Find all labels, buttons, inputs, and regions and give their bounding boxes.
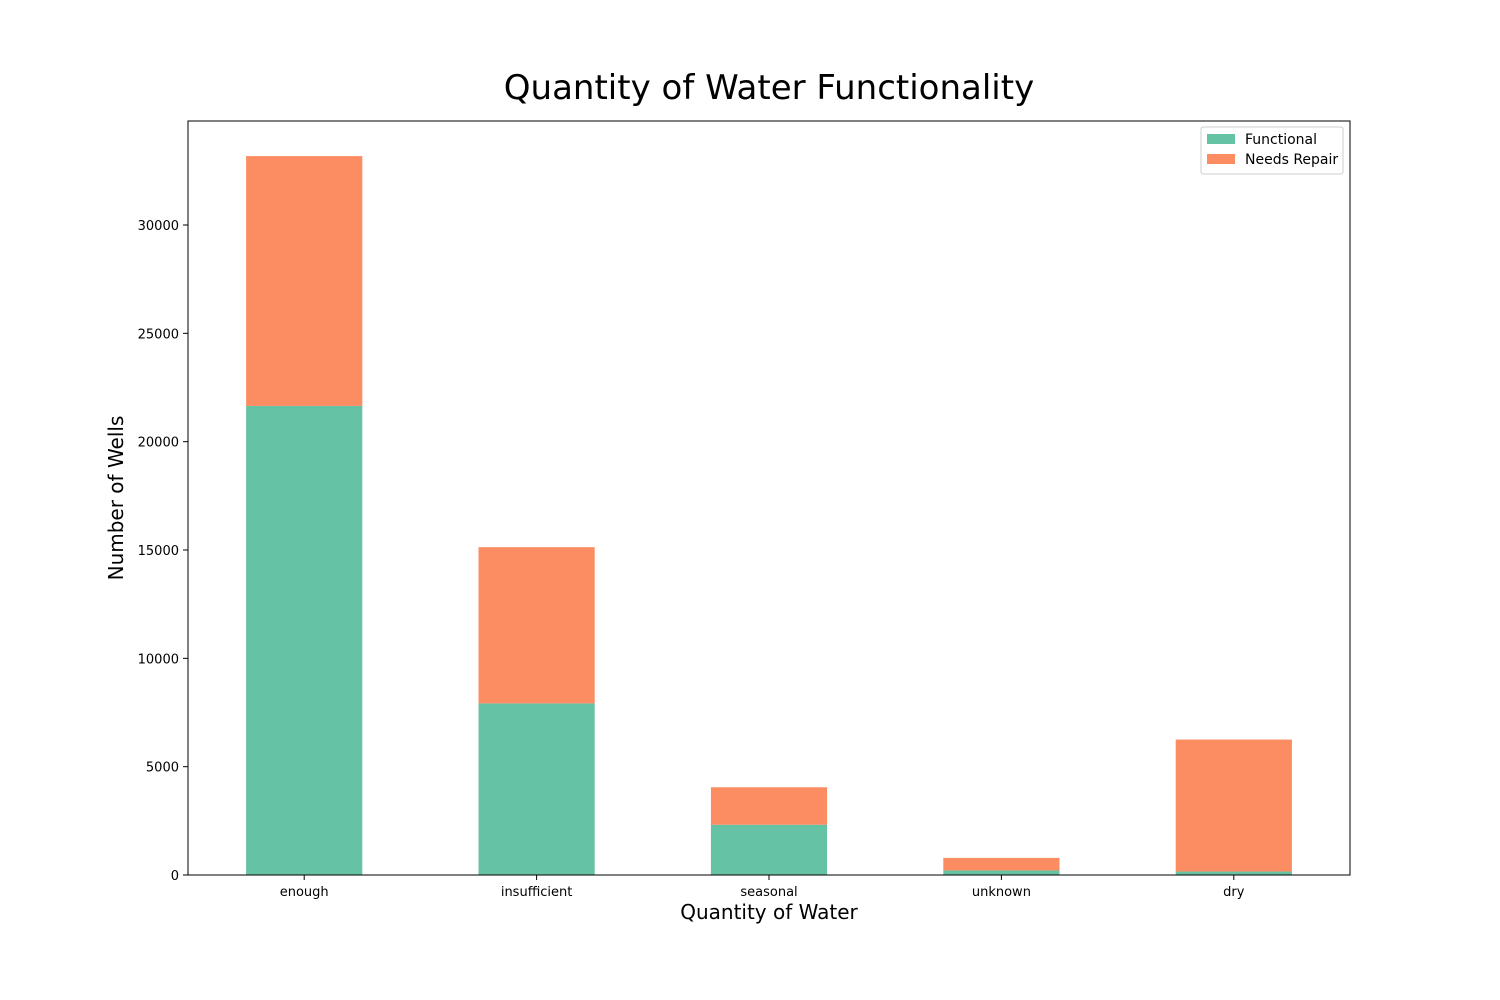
x-axis-title: Quantity of Water <box>680 900 858 924</box>
x-tick-label-dry: dry <box>1223 885 1245 900</box>
bar-insufficient-needs-repair <box>478 547 595 704</box>
legend-swatch-needs-repair <box>1207 154 1235 164</box>
bar-seasonal-needs-repair <box>710 787 828 825</box>
y-tick-label: 25000 <box>138 327 179 342</box>
bar-enough-needs-repair <box>246 156 363 406</box>
y-tick-label: 20000 <box>138 436 179 451</box>
bar-dry-functional <box>1175 871 1292 875</box>
bar-insufficient-functional <box>478 703 595 875</box>
y-tick-label: 10000 <box>138 652 179 667</box>
legend-label-needs-repair: Needs Repair <box>1245 152 1338 168</box>
bars-group <box>246 156 1292 875</box>
y-tick-label: 30000 <box>138 219 179 234</box>
chart-title: Quantity of Water Functionality <box>504 68 1034 108</box>
legend-swatch-functional <box>1207 134 1235 144</box>
bar-seasonal-functional <box>710 824 828 875</box>
x-axis: enough insufficient seasonal unknown dry <box>280 875 1245 900</box>
x-tick-label-seasonal: seasonal <box>740 885 797 900</box>
bar-enough-functional <box>246 405 363 875</box>
y-tick-label: 5000 <box>146 761 179 776</box>
legend-label-functional: Functional <box>1245 132 1317 148</box>
bar-unknown-needs-repair <box>943 857 1060 871</box>
legend-box <box>1200 126 1344 175</box>
y-axis: 0 5000 10000 15000 20000 25000 30000 <box>138 219 188 884</box>
x-tick-label-insufficient: insufficient <box>501 885 573 900</box>
y-axis-title: Number of Wells <box>104 416 128 581</box>
legend: Functional Needs Repair <box>1200 126 1344 175</box>
x-tick-label-enough: enough <box>280 885 329 900</box>
bar-unknown-functional <box>943 870 1060 875</box>
y-tick-label: 15000 <box>138 544 179 559</box>
y-tick-label: 0 <box>171 869 179 884</box>
x-tick-label-unknown: unknown <box>972 885 1031 900</box>
bar-dry-needs-repair <box>1175 739 1292 872</box>
